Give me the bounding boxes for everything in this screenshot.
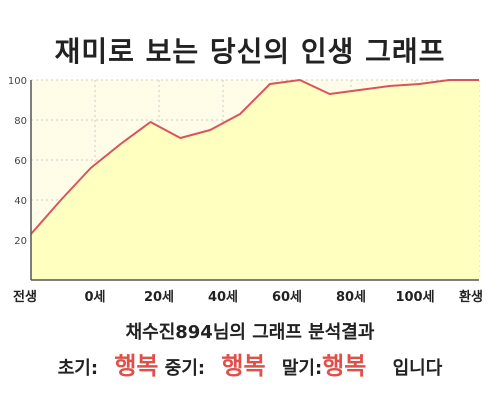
series-line xyxy=(30,79,479,235)
x-tick-label: 20세 xyxy=(144,290,174,305)
late-stage-value: 행복 xyxy=(322,352,367,380)
x-tick-label: 전생 xyxy=(13,289,37,305)
y-tick-label: 100 xyxy=(8,76,27,87)
late-stage-label: 말기: xyxy=(281,358,323,379)
analysis-result: 초기: 행복 중기: 행복 말기:행복 입니다 xyxy=(0,346,500,381)
x-tick-label: 60세 xyxy=(272,290,302,305)
mid-stage-label: 중기: xyxy=(164,358,206,379)
chart-title: 재미로 보는 당신의 인생 그래프 xyxy=(54,35,446,68)
analysis-summary: 채수진894님의 그래프 분석결과 xyxy=(125,322,375,343)
x-tick-label: 0세 xyxy=(84,290,105,305)
y-tick-label: 60 xyxy=(14,156,27,167)
early-stage-value: 행복 xyxy=(114,352,159,380)
x-tick-label: 40세 xyxy=(208,290,238,305)
x-tick-label: 환생 xyxy=(459,289,483,305)
mid-stage-value: 행복 xyxy=(221,352,266,380)
area-fill xyxy=(31,80,479,280)
early-stage-label: 초기: xyxy=(57,358,99,379)
x-tick-label: 100세 xyxy=(395,290,434,305)
y-tick-label: 80 xyxy=(14,116,27,127)
y-tick-label: 40 xyxy=(14,196,27,207)
result-suffix: 입니다 xyxy=(392,358,443,379)
x-tick-label: 80세 xyxy=(336,290,366,305)
y-tick-label: 20 xyxy=(14,236,27,247)
